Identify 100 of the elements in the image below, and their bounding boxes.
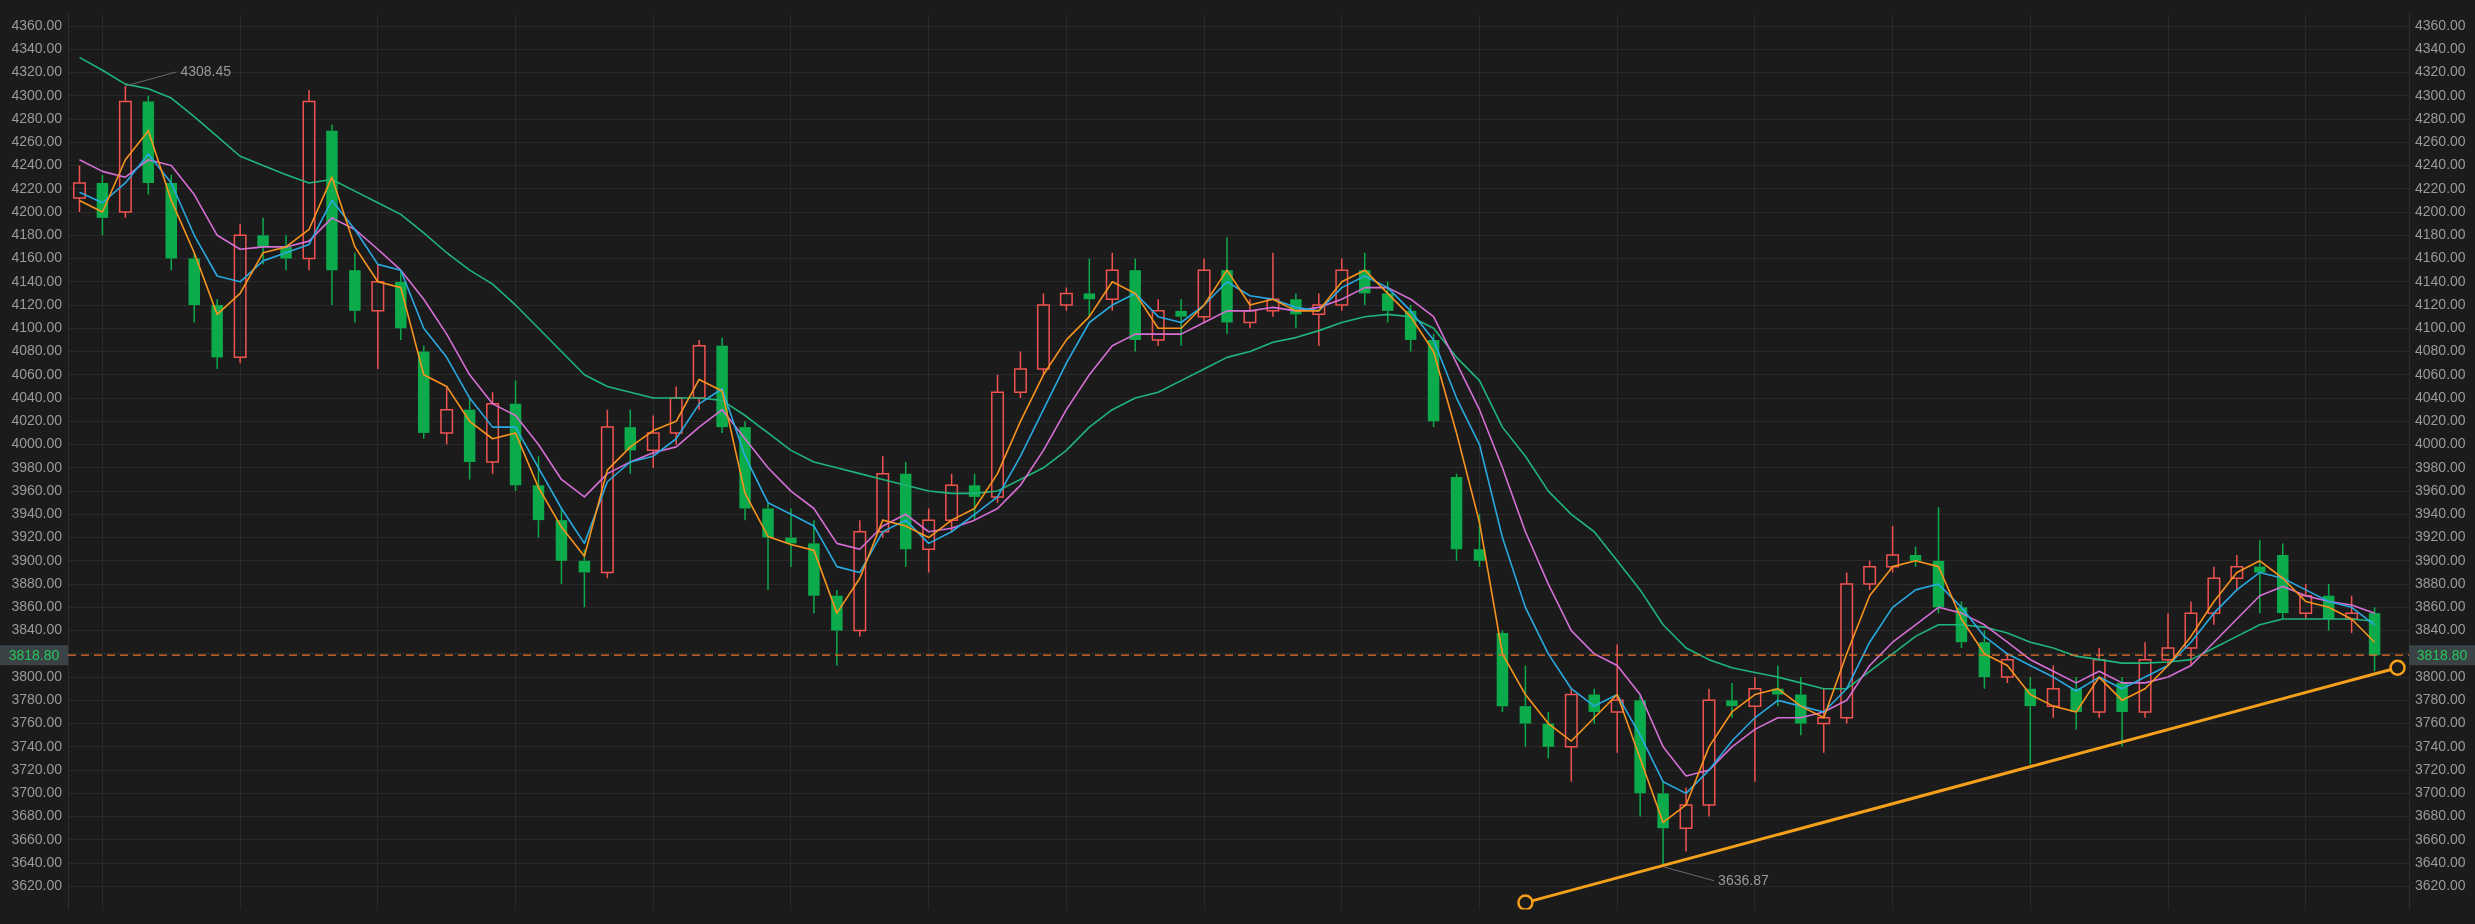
candlestick	[600, 408, 614, 580]
y2-tick-label: 3760.00	[2415, 714, 2466, 731]
text: 3818.80	[8, 647, 60, 664]
candlestick	[578, 548, 591, 609]
y2-tick-label: 3660.00	[2415, 830, 2466, 847]
y2-tick-label: 3920.00	[2415, 528, 2466, 545]
y-tick-label: 4320.00	[11, 63, 63, 80]
y2-tick-label: 4340.00	[2415, 40, 2466, 57]
y-tick-label: 3900.00	[11, 551, 63, 568]
candlestick	[1381, 281, 1394, 324]
y-tick-label: 4360.00	[11, 16, 63, 33]
y2-tick-label: 4140.00	[2415, 272, 2466, 289]
candlestick	[555, 507, 568, 585]
candlestick	[1175, 298, 1187, 347]
annotation: 4308.45	[180, 62, 232, 79]
y2-tick-label: 3900.00	[2415, 551, 2466, 568]
candlestick	[1105, 251, 1119, 312]
y-tick-label: 3980.00	[11, 458, 63, 475]
y-tick-label: 3940.00	[11, 505, 63, 522]
y-tick-label: 4100.00	[11, 319, 63, 336]
y2-tick-label: 4220.00	[2415, 179, 2466, 196]
candlestick	[1197, 257, 1211, 324]
y2-tick-label: 4280.00	[2415, 109, 2466, 126]
y2-tick-label: 3720.00	[2415, 760, 2466, 777]
candlestick	[808, 519, 820, 614]
y2-tick-label: 4000.00	[2415, 435, 2466, 452]
y-tick-label: 4080.00	[11, 342, 63, 359]
y-tick-label: 3740.00	[11, 737, 63, 754]
y2-tick-label: 4020.00	[2415, 412, 2466, 429]
y2-tick-label: 3640.00	[2415, 853, 2466, 870]
candlestick	[257, 217, 269, 266]
candlestick	[211, 298, 223, 370]
candlestick	[1679, 786, 1693, 853]
y-tick-label: 3620.00	[11, 877, 63, 894]
candlestick	[532, 455, 545, 539]
y2-tick-label: 4200.00	[2415, 202, 2466, 219]
candlestick	[326, 124, 338, 306]
y2-tick-label: 4260.00	[2415, 133, 2466, 150]
y-tick-label: 4200.00	[11, 202, 63, 219]
y-tick-label: 4000.00	[11, 435, 63, 452]
candlestick	[922, 507, 936, 574]
candlestick	[1473, 513, 1486, 568]
y2-tick-label: 3940.00	[2415, 505, 2466, 522]
candlestick	[692, 339, 706, 411]
candlestick	[371, 263, 385, 370]
annotation: 3636.87	[1718, 871, 1769, 888]
candlestick	[2161, 612, 2175, 667]
candlestick	[2092, 647, 2106, 719]
candlestick	[2184, 600, 2198, 667]
candlestick	[302, 89, 316, 271]
y-tick-label: 3780.00	[11, 691, 63, 708]
candlestick	[486, 391, 500, 475]
y-tick-label: 3800.00	[11, 667, 63, 684]
y-tick-label: 3700.00	[11, 784, 63, 801]
y2-tick-label: 4040.00	[2415, 388, 2466, 405]
candlestick	[991, 374, 1004, 504]
candlestick	[395, 269, 407, 341]
y-tick-label: 4300.00	[11, 86, 63, 103]
candlestick	[2138, 641, 2152, 719]
candlestick	[1083, 257, 1096, 318]
y2-tick-label: 3700.00	[2415, 784, 2466, 801]
candlestick	[463, 397, 476, 481]
candlestick	[1151, 298, 1165, 347]
y2-tick-label: 4120.00	[2415, 295, 2466, 312]
y-tick-label: 4040.00	[11, 388, 63, 405]
y2-tick-label: 4320.00	[2415, 63, 2466, 80]
candlestick	[831, 589, 843, 667]
y-tick-label: 4140.00	[11, 272, 63, 289]
y2-tick-label: 4060.00	[2415, 365, 2466, 382]
y2-tick-label: 4180.00	[2415, 226, 2466, 243]
y2-tick-label: 4360.00	[2415, 16, 2466, 33]
candlestick	[1726, 682, 1738, 719]
candlestick	[1312, 292, 1326, 347]
candlestick	[2254, 539, 2266, 614]
y-tick-label: 3840.00	[11, 621, 63, 638]
candlestick	[2277, 542, 2289, 620]
y-tick-label: 4060.00	[11, 365, 63, 382]
candlestick	[1564, 687, 1578, 783]
y-tick-label: 3720.00	[11, 760, 63, 777]
y-tick-label: 4340.00	[11, 40, 63, 57]
candlestick	[1013, 350, 1027, 399]
y-tick-label: 3640.00	[11, 853, 63, 870]
y2-tick-label: 3840.00	[2415, 621, 2466, 638]
y2-tick-label: 3980.00	[2415, 458, 2466, 475]
y-tick-label: 3680.00	[11, 807, 63, 824]
y2-tick-label: 3680.00	[2415, 807, 2466, 824]
y-tick-label: 4260.00	[11, 133, 63, 150]
candlestick	[945, 472, 959, 533]
y-tick-label: 3960.00	[11, 481, 63, 498]
y2-tick-label: 4080.00	[2415, 342, 2466, 359]
y-tick-label: 3860.00	[11, 598, 63, 615]
candlestick	[1335, 257, 1349, 312]
y-tick-label: 4220.00	[11, 179, 63, 196]
candlestick	[762, 501, 774, 591]
y2-tick-label: 3740.00	[2415, 737, 2466, 754]
y-tick-label: 4240.00	[11, 156, 63, 173]
candlestick	[2230, 554, 2244, 591]
candlestick	[1702, 687, 1716, 818]
candlestick	[1610, 643, 1624, 754]
y-tick-label: 4160.00	[11, 249, 63, 266]
